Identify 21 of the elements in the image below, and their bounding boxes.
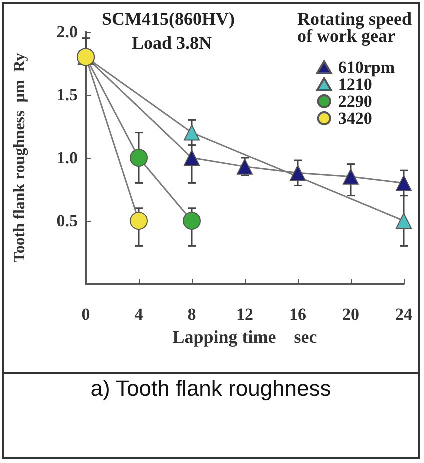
y-axis-title: Tooth flank roughness µm Ry	[12, 53, 28, 263]
legend-title: Rotating speed of work gear	[297, 9, 412, 46]
legend-label: 2290	[338, 92, 372, 111]
y-tick-label: 2.0	[56, 22, 78, 42]
x-tick-label: 12	[236, 305, 254, 324]
x-tick-label: 16	[290, 305, 306, 324]
y-tick-label: 1.5	[56, 86, 78, 104]
x-tick-label: 24	[396, 305, 413, 324]
x-axis-title: Lapping time sec	[172, 327, 318, 347]
legend-label: 1210	[338, 75, 372, 94]
x-tick-label: 4	[134, 305, 144, 324]
x-tick-label: 8	[188, 305, 196, 324]
text: SCM415(860HV)	[102, 9, 235, 29]
annotation: Load 3.8N	[132, 33, 212, 53]
text: a) Tooth flank roughness	[90, 376, 332, 402]
legend-label: 3420	[338, 109, 372, 128]
x-tick-label: 0	[82, 305, 90, 324]
y-tick-label: 0.5	[56, 212, 78, 230]
legend-label: 610rpm	[338, 58, 396, 77]
x-tick-label: 20	[342, 305, 360, 324]
y-tick-label: 1.0	[56, 148, 78, 168]
